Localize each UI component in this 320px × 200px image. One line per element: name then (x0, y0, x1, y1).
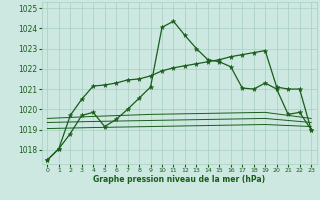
X-axis label: Graphe pression niveau de la mer (hPa): Graphe pression niveau de la mer (hPa) (93, 175, 265, 184)
